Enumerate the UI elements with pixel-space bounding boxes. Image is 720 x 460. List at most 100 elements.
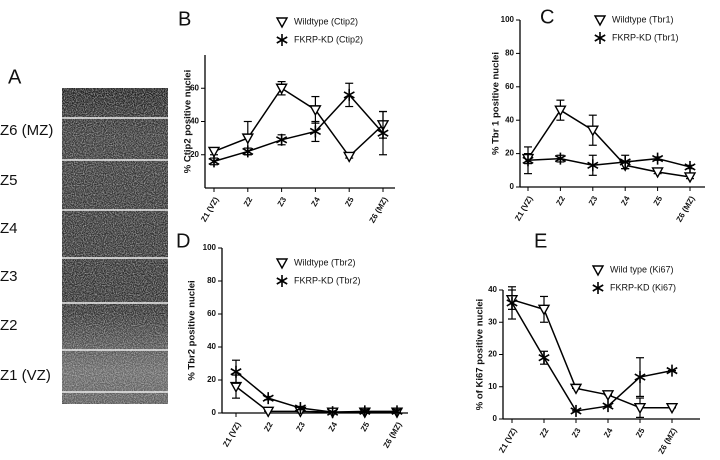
marker-stroke bbox=[592, 284, 604, 292]
legend-marker bbox=[591, 265, 605, 277]
y-tick-label: 80 bbox=[207, 276, 216, 285]
asterisk-marker bbox=[634, 371, 646, 384]
zone-label: Z5 bbox=[0, 172, 18, 189]
asterisk-marker bbox=[666, 364, 678, 377]
x-tick-label: Z6 (MZ) bbox=[382, 420, 404, 449]
zone-label: Z6 (MZ) bbox=[0, 122, 53, 139]
y-tick-label: 0 bbox=[212, 408, 217, 417]
asterisk-marker bbox=[309, 125, 321, 138]
marker-stroke bbox=[294, 404, 306, 412]
x-tick-label: Z3 bbox=[294, 420, 307, 433]
asterisk-marker bbox=[276, 133, 288, 146]
legend-marker bbox=[594, 32, 606, 44]
asterisk-marker bbox=[684, 160, 696, 173]
marker-stroke bbox=[230, 368, 242, 376]
y-tick-label: 10 bbox=[488, 382, 497, 391]
x-tick-label: Z1 (VZ) bbox=[221, 420, 243, 448]
legend-label: Wildtype (Tbr1) bbox=[612, 14, 674, 24]
asterisk-marker bbox=[359, 405, 371, 418]
x-tick-label: Z1 (VZ) bbox=[513, 194, 535, 222]
legend-marker bbox=[275, 17, 289, 29]
x-tick-label: Z5 bbox=[652, 194, 665, 207]
triangle-marker bbox=[601, 390, 615, 402]
x-tick-label: Z4 bbox=[327, 420, 340, 433]
zone-label: Z1 (VZ) bbox=[0, 367, 51, 384]
asterisk-marker bbox=[602, 400, 614, 413]
triangle-marker bbox=[229, 381, 243, 394]
x-tick-label: Z2 bbox=[242, 195, 255, 208]
y-tick-label: 40 bbox=[488, 285, 497, 294]
x-tick-label: Z1 (VZ) bbox=[497, 426, 519, 454]
asterisk-marker bbox=[554, 152, 566, 165]
triangle-marker bbox=[633, 403, 647, 415]
asterisk-marker bbox=[343, 88, 355, 101]
asterisk-marker bbox=[377, 127, 389, 140]
y-tick-label: 40 bbox=[505, 115, 514, 124]
marker-stroke bbox=[343, 91, 355, 99]
panel-letter: D bbox=[176, 230, 190, 252]
y-tick-label: 60 bbox=[190, 83, 199, 92]
y-tick-label: 100 bbox=[501, 15, 515, 24]
asterisk-marker bbox=[619, 155, 631, 168]
x-tick-label: Z3 bbox=[587, 194, 600, 207]
y-tick-label: 20 bbox=[190, 150, 199, 159]
x-tick-label: Z3 bbox=[570, 426, 583, 439]
legend-label: Wildtype (Ctip2) bbox=[294, 16, 358, 26]
x-tick-label: Z6 (MZ) bbox=[368, 195, 390, 224]
legend-label: FKRP-KD (Ki67) bbox=[610, 282, 676, 292]
series-line bbox=[213, 93, 384, 163]
panel-letter: E bbox=[534, 230, 547, 252]
asterisk-marker bbox=[262, 392, 274, 405]
x-tick-label: Z2 bbox=[554, 194, 567, 207]
asterisk-marker bbox=[538, 351, 550, 364]
triangle-marker bbox=[651, 167, 664, 179]
y-tick-label: 20 bbox=[505, 149, 514, 158]
series-line bbox=[527, 157, 691, 168]
triangle-marker bbox=[343, 151, 356, 163]
legend-label: Wild type (Ki67) bbox=[610, 264, 674, 274]
marker-stroke bbox=[666, 366, 678, 375]
marker-stroke bbox=[391, 407, 403, 416]
asterisk-marker bbox=[327, 406, 339, 419]
triangle-marker bbox=[665, 403, 679, 415]
y-tick-label: 60 bbox=[207, 309, 216, 318]
legend-marker bbox=[592, 282, 604, 294]
marker-stroke bbox=[276, 277, 288, 285]
y-tick-label: 20 bbox=[488, 350, 497, 359]
triangle-marker bbox=[537, 304, 551, 316]
legend-label: FKRP-KD (Ctip2) bbox=[294, 34, 363, 44]
legend-marker bbox=[275, 258, 289, 270]
triangle-marker bbox=[241, 133, 254, 145]
marker-stroke bbox=[276, 36, 288, 44]
y-axis-label: % Tbr 1 positive nuclei bbox=[491, 52, 502, 155]
legend-marker bbox=[593, 15, 607, 27]
triangle-marker bbox=[207, 146, 221, 158]
y-tick-label: 40 bbox=[207, 342, 216, 351]
x-tick-label: Z1 (VZ) bbox=[199, 195, 221, 223]
asterisk-marker bbox=[242, 145, 254, 158]
micrograph bbox=[62, 88, 168, 404]
marker-stroke bbox=[554, 154, 566, 163]
y-tick-label: 20 bbox=[207, 375, 216, 384]
asterisk-marker bbox=[506, 296, 518, 309]
marker-stroke bbox=[634, 373, 646, 381]
marker-stroke bbox=[522, 156, 534, 164]
y-tick-label: 100 bbox=[203, 243, 217, 252]
zone-label: Z2 bbox=[0, 317, 18, 334]
marker-stroke bbox=[594, 34, 606, 42]
marker-stroke bbox=[587, 161, 599, 169]
triangle-marker bbox=[262, 406, 275, 418]
x-tick-label: Z5 bbox=[634, 426, 647, 439]
legend-label: FKRP-KD (Tbr2) bbox=[294, 275, 361, 285]
marker-stroke bbox=[570, 407, 582, 415]
y-tick-label: 60 bbox=[505, 82, 514, 91]
asterisk-marker bbox=[587, 159, 599, 172]
asterisk-marker bbox=[522, 154, 534, 167]
asterisk-marker bbox=[391, 405, 403, 418]
x-tick-label: Z6 (MZ) bbox=[675, 194, 697, 223]
y-axis-label: % Tbr2 positive nuclei bbox=[187, 280, 198, 380]
marker-stroke bbox=[208, 157, 220, 166]
marker-stroke bbox=[276, 136, 288, 144]
y-tick-label: 40 bbox=[190, 117, 199, 126]
series-line bbox=[511, 298, 672, 409]
